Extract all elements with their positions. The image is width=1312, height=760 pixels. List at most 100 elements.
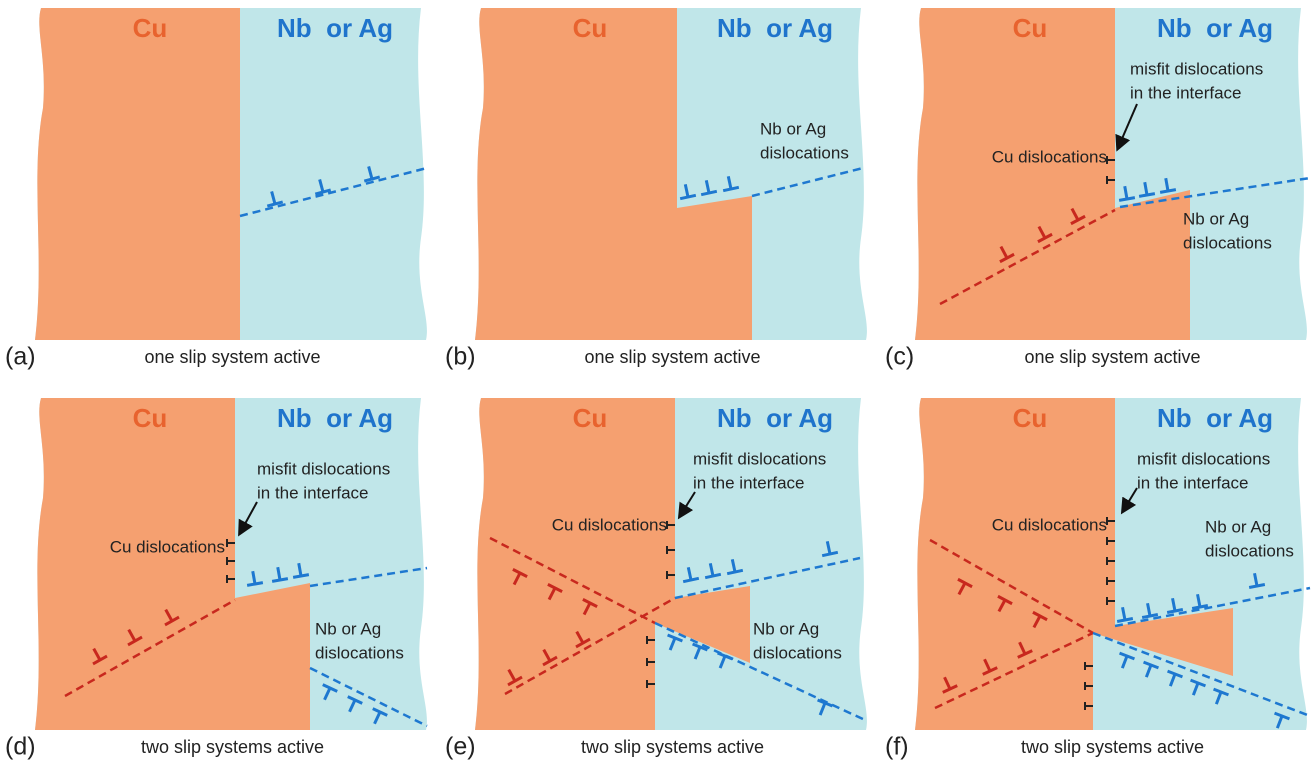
dislocation-stem — [997, 599, 1007, 613]
dislocation-perp — [999, 245, 1015, 264]
right-material-label: Nb or Ag — [717, 13, 833, 43]
misfit-label: misfit dislocations — [1130, 59, 1263, 78]
nb-dislocations-label: Nb or Ag — [315, 619, 381, 638]
dislocation-stem — [1275, 715, 1284, 729]
left-material-label: Cu — [133, 403, 168, 433]
dislocation-perp — [92, 647, 108, 666]
slip-plane — [751, 166, 864, 198]
left-material-label: Cu — [573, 403, 608, 433]
dislocation-stem — [297, 562, 303, 577]
dislocation-perp — [1116, 606, 1134, 623]
dislocation-t — [957, 577, 973, 596]
dislocation-stem — [983, 658, 992, 672]
dislocation-t — [1212, 687, 1230, 705]
dislocation-stem — [718, 655, 727, 669]
dislocation-stem — [127, 628, 137, 642]
nb-dislocations-label: dislocations — [315, 643, 404, 662]
dislocation-t — [1166, 669, 1184, 687]
dislocation-stem — [999, 245, 1009, 259]
slip-plane — [939, 208, 1116, 306]
panel: Cu Nb or Ag Nb or Ag dislocations one slip s… — [475, 8, 867, 367]
dislocation-t — [1118, 651, 1136, 669]
dislocation-perp — [942, 676, 958, 694]
misfit-label: in the interface — [1137, 473, 1249, 492]
slip-plane — [489, 536, 656, 625]
dislocation-perp — [1248, 572, 1266, 589]
dislocation-stem — [348, 699, 357, 713]
misfit-label: misfit dislocations — [693, 449, 826, 468]
dislocation-perp — [700, 179, 718, 197]
nb-dislocations-label: dislocations — [760, 143, 849, 162]
right-material-label: Nb or Ag — [277, 403, 393, 433]
left-material-region — [35, 398, 310, 730]
dislocation-perp — [1141, 602, 1159, 619]
dislocation-perp — [271, 566, 289, 583]
dislocation-perp — [127, 628, 143, 647]
panel: Cu Nb or Ag one slip system active — [35, 8, 428, 367]
misfit-dislocation — [226, 557, 235, 565]
panel: Cu Nb or Ag misfit dislocations in the inte… — [475, 398, 867, 757]
dislocation-perp — [1037, 225, 1053, 244]
dislocation-t — [692, 642, 708, 660]
misfit-dislocation — [1106, 176, 1115, 184]
dislocation-t — [1189, 678, 1207, 696]
dislocation-t — [1273, 711, 1291, 729]
dislocation-perp — [679, 183, 697, 201]
dislocation-perp — [704, 562, 722, 580]
dislocation-perp — [1118, 185, 1136, 202]
left-material-label: Cu — [1013, 403, 1048, 433]
dislocation-stem — [318, 179, 325, 193]
panel-label: (b) — [445, 343, 476, 371]
dislocation-stem — [512, 572, 522, 586]
right-material-label: Nb or Ag — [717, 403, 833, 433]
nb-dislocations-label: Nb or Ag — [1205, 517, 1271, 536]
caption: two slip systems active — [141, 737, 324, 757]
nb-dislocations-label: dislocations — [1183, 233, 1272, 252]
dislocation-stem — [943, 676, 952, 690]
nb-dislocations-label: Nb or Ag — [753, 619, 819, 638]
dislocation-stem — [708, 562, 715, 577]
misfit-dislocation — [666, 521, 675, 529]
dislocation-perp — [363, 166, 381, 183]
dislocation-stem — [251, 570, 257, 585]
slip-plane — [239, 166, 428, 218]
dislocation-t — [512, 568, 528, 586]
panel-label: (e) — [445, 733, 476, 760]
dislocation-stem — [1253, 572, 1259, 587]
dislocation-stem — [276, 566, 282, 581]
panel: Cu Nb or Ag misfit dislocations in the inte… — [915, 8, 1311, 367]
arrow — [1120, 487, 1138, 515]
dislocation-perp — [726, 558, 744, 576]
left-material-region — [475, 398, 750, 730]
misfit-dislocation — [646, 658, 655, 666]
dislocation-perp — [722, 175, 740, 193]
dislocation-t — [667, 633, 683, 651]
misfit-dislocation — [646, 636, 655, 644]
caption: two slip systems active — [1021, 737, 1204, 757]
dislocation-stem — [323, 687, 332, 701]
left-material-region — [475, 8, 752, 340]
left-material-region — [915, 398, 1233, 730]
dislocation-perp — [507, 668, 523, 687]
dislocation-t — [547, 583, 563, 601]
nb-dislocations-label: Nb or Ag — [1183, 209, 1249, 228]
dislocation-t — [997, 594, 1013, 613]
dislocation-stem — [1191, 682, 1200, 696]
dislocation-stem — [1032, 615, 1042, 629]
dislocation-stem — [686, 566, 693, 581]
misfit-label: misfit dislocations — [1137, 449, 1270, 468]
dislocation-t — [1032, 610, 1048, 629]
dislocation-stem — [367, 166, 374, 180]
dislocation-perp — [1159, 177, 1177, 194]
dislocation-stem — [1171, 597, 1177, 612]
dislocation-t — [582, 598, 598, 616]
slip-plane — [1114, 586, 1311, 628]
dislocation-perp — [1138, 181, 1156, 198]
left-material-label: Cu — [573, 13, 608, 43]
misfit-dislocation — [1106, 517, 1115, 525]
dislocation-stem — [1143, 181, 1149, 196]
dislocation-stem — [1018, 641, 1027, 655]
dislocation-perp — [1017, 641, 1033, 659]
nb-dislocations-label: dislocations — [1205, 541, 1294, 560]
misfit-dislocation — [1106, 537, 1115, 545]
